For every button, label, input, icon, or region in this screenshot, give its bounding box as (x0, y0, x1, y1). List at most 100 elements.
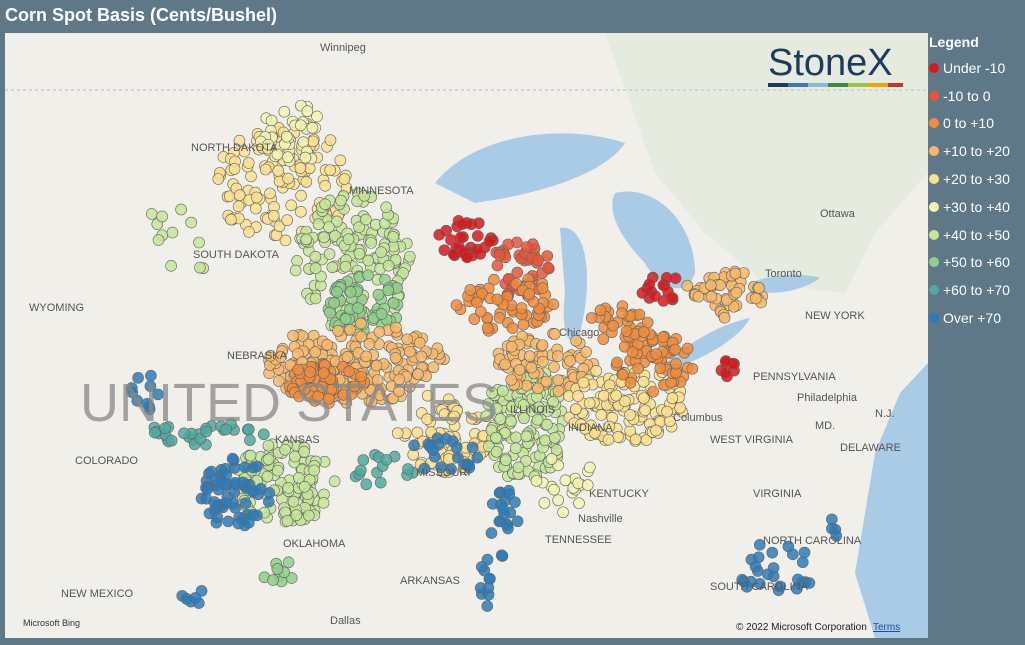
basis-dot[interactable] (481, 322, 494, 334)
basis-dot[interactable] (371, 374, 384, 386)
basis-dot[interactable] (403, 250, 416, 263)
legend-item[interactable]: +40 to +50 (929, 221, 1010, 249)
basis-dot[interactable] (510, 431, 522, 444)
basis-dot[interactable] (468, 313, 481, 325)
basis-dot[interactable] (640, 434, 653, 446)
basis-dot[interactable] (312, 218, 325, 231)
basis-dot[interactable] (294, 162, 307, 174)
basis-dot[interactable] (641, 316, 654, 329)
basis-dot[interactable] (505, 374, 518, 386)
basis-dot[interactable] (650, 424, 662, 437)
basis-dot[interactable] (662, 285, 674, 298)
basis-dot[interactable] (520, 241, 533, 253)
basis-dot[interactable] (295, 206, 307, 218)
basis-dot[interactable] (548, 361, 560, 373)
basis-dot[interactable] (503, 488, 516, 500)
basis-dot[interactable] (212, 173, 225, 185)
basis-dot[interactable] (442, 393, 455, 406)
basis-dot[interactable] (334, 154, 347, 167)
basis-dot[interactable] (302, 509, 315, 522)
basis-dot[interactable] (619, 395, 631, 408)
basis-dot[interactable] (233, 134, 246, 147)
basis-dot[interactable] (393, 385, 405, 397)
basis-dot[interactable] (264, 187, 276, 200)
basis-dot[interactable] (531, 413, 544, 426)
basis-dot[interactable] (669, 343, 682, 356)
basis-dot[interactable] (264, 349, 277, 362)
basis-dot[interactable] (583, 461, 596, 474)
basis-dot[interactable] (391, 427, 404, 439)
basis-dot[interactable] (536, 339, 549, 351)
basis-dot[interactable] (490, 445, 503, 458)
basis-dot[interactable] (474, 305, 487, 318)
basis-dot[interactable] (570, 403, 582, 415)
basis-dot[interactable] (461, 251, 473, 264)
basis-dot[interactable] (319, 198, 331, 211)
basis-dot[interactable] (624, 409, 636, 421)
basis-dot[interactable] (322, 392, 335, 405)
basis-dot[interactable] (262, 439, 275, 452)
basis-dot[interactable] (242, 157, 255, 169)
basis-dot[interactable] (355, 464, 367, 477)
basis-dot[interactable] (559, 474, 572, 487)
basis-dot[interactable] (570, 334, 582, 347)
basis-dot[interactable] (511, 266, 524, 279)
basis-dot[interactable] (552, 350, 564, 362)
basis-dot[interactable] (342, 233, 355, 245)
terms-link[interactable]: Terms (873, 622, 900, 633)
basis-dot[interactable] (552, 494, 564, 507)
basis-dot[interactable] (273, 220, 286, 233)
basis-dot[interactable] (257, 428, 270, 441)
basis-dot[interactable] (317, 497, 330, 509)
basis-dot[interactable] (650, 348, 662, 360)
basis-dot[interactable] (774, 580, 786, 593)
legend-item[interactable]: +10 to +20 (929, 137, 1010, 165)
basis-dot[interactable] (292, 363, 304, 376)
basis-dot[interactable] (294, 119, 307, 132)
basis-dot[interactable] (328, 297, 340, 309)
basis-dot[interactable] (552, 385, 565, 397)
basis-dot[interactable] (616, 307, 628, 319)
basis-dot[interactable] (505, 415, 517, 428)
basis-dot[interactable] (520, 430, 533, 443)
basis-dot[interactable] (309, 250, 322, 263)
basis-dot[interactable] (353, 221, 365, 233)
basis-dot[interactable] (323, 248, 336, 260)
basis-dot[interactable] (321, 339, 334, 351)
basis-dot[interactable] (298, 481, 311, 493)
basis-dot[interactable] (362, 254, 375, 267)
legend-item[interactable]: +50 to +60 (929, 249, 1010, 277)
basis-dot[interactable] (281, 214, 293, 227)
basis-dot[interactable] (497, 503, 509, 515)
basis-dot[interactable] (299, 151, 312, 164)
basis-dot[interactable] (539, 434, 551, 447)
basis-dot[interactable] (798, 546, 811, 559)
basis-dot[interactable] (532, 254, 544, 267)
basis-dot[interactable] (249, 202, 262, 215)
basis-dot[interactable] (547, 298, 560, 311)
basis-dot[interactable] (159, 422, 171, 435)
basis-dot[interactable] (300, 176, 313, 188)
basis-dot[interactable] (512, 461, 525, 474)
basis-dot[interactable] (486, 387, 498, 399)
basis-dot[interactable] (382, 284, 395, 297)
basis-dot[interactable] (226, 452, 239, 465)
basis-dot[interactable] (149, 426, 161, 439)
basis-dot[interactable] (358, 189, 371, 202)
basis-dot[interactable] (365, 237, 377, 249)
basis-dot[interactable] (228, 163, 241, 175)
basis-dot[interactable] (382, 259, 395, 272)
basis-dot[interactable] (647, 385, 659, 398)
basis-dot[interactable] (548, 328, 561, 340)
basis-dot[interactable] (670, 357, 682, 370)
basis-dot[interactable] (175, 203, 187, 216)
basis-dot[interactable] (295, 189, 307, 202)
basis-dot[interactable] (389, 352, 402, 364)
basis-dot[interactable] (265, 114, 278, 127)
basis-dot[interactable] (166, 226, 179, 239)
basis-dot[interactable] (730, 286, 743, 299)
basis-dot[interactable] (331, 215, 343, 228)
basis-dot[interactable] (602, 433, 615, 446)
basis-dot[interactable] (471, 243, 484, 256)
basis-dot[interactable] (285, 199, 297, 212)
